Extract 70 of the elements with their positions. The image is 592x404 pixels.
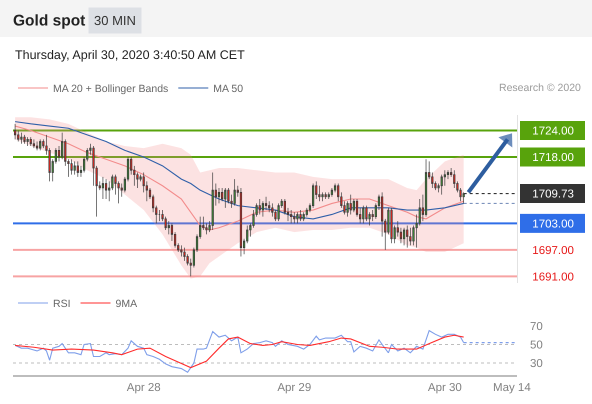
candlestick	[277, 203, 280, 222]
legend-label: MA 50	[213, 83, 244, 96]
candlestick	[224, 188, 226, 208]
candlestick	[362, 205, 364, 224]
candlestick	[158, 210, 161, 222]
y-tick-label: 1697.00	[532, 244, 574, 257]
candlestick	[74, 161, 76, 176]
legend-label: MA 20 + Bollinger Bands	[53, 83, 168, 96]
y-tick-label: 1709.73	[532, 188, 574, 201]
candlestick	[70, 158, 73, 176]
candlestick	[402, 227, 406, 246]
candlestick	[299, 210, 302, 222]
candlestick	[318, 185, 320, 202]
candlestick	[268, 200, 270, 213]
candlestick	[328, 192, 330, 200]
y-tick-label: 70	[530, 321, 543, 334]
candlestick	[293, 212, 296, 224]
candlestick	[227, 188, 230, 204]
candlestick	[424, 158, 428, 218]
x-tick-label: Apr 30	[428, 382, 462, 394]
candlestick	[183, 247, 186, 262]
candlestick	[14, 123, 16, 140]
candlestick	[104, 178, 108, 200]
legend-label: 9MA	[116, 298, 138, 310]
candlestick	[20, 132, 22, 144]
candlestick	[406, 225, 408, 248]
y-tick-label: 1691.00	[532, 271, 574, 284]
candlestick	[262, 200, 264, 218]
candlestick	[258, 198, 261, 215]
candlestick	[180, 245, 182, 257]
y-tick-label: 30	[530, 358, 543, 370]
candlestick	[32, 138, 36, 149]
legend-label: RSI	[53, 298, 71, 310]
y-tick-label: 1718.00	[532, 152, 574, 164]
text: Research © 2020	[499, 82, 582, 94]
candlestick	[240, 188, 242, 257]
candlestick	[330, 188, 334, 198]
candlestick	[365, 205, 368, 222]
candlestick	[312, 183, 314, 208]
y-tick-label: 1703.00	[532, 218, 574, 230]
candlestick	[39, 138, 42, 151]
candlestick	[352, 198, 355, 213]
candlestick	[212, 172, 214, 230]
candlestick	[409, 227, 412, 246]
candlestick	[30, 136, 32, 146]
candlestick	[324, 192, 327, 200]
candlestick	[26, 136, 29, 146]
x-tick-label: Apr 29	[277, 382, 312, 394]
candlestick	[302, 212, 305, 222]
y-tick-label: 1724.00	[532, 125, 574, 138]
text: 30 MIN	[94, 13, 136, 28]
candlestick	[76, 161, 79, 178]
candlestick	[234, 178, 236, 206]
x-tick-label: Apr 28	[126, 382, 161, 394]
chart-title: Gold spot	[13, 12, 86, 30]
candlestick	[390, 207, 393, 244]
candlestick	[296, 212, 299, 224]
candlestick	[102, 176, 104, 200]
candlestick	[350, 194, 352, 215]
candlestick	[453, 170, 456, 188]
candlestick	[290, 210, 292, 224]
candlestick	[306, 207, 308, 218]
y-tick-label: 50	[530, 340, 543, 352]
chart-subtitle: Thursday, April 30, 2020 3:40:50 AM CET	[15, 48, 246, 62]
candlestick	[218, 188, 220, 204]
candlestick	[36, 141, 38, 151]
candlestick	[440, 174, 443, 195]
candlestick	[271, 203, 274, 218]
candlestick	[23, 134, 26, 144]
text: May 14	[493, 382, 532, 394]
